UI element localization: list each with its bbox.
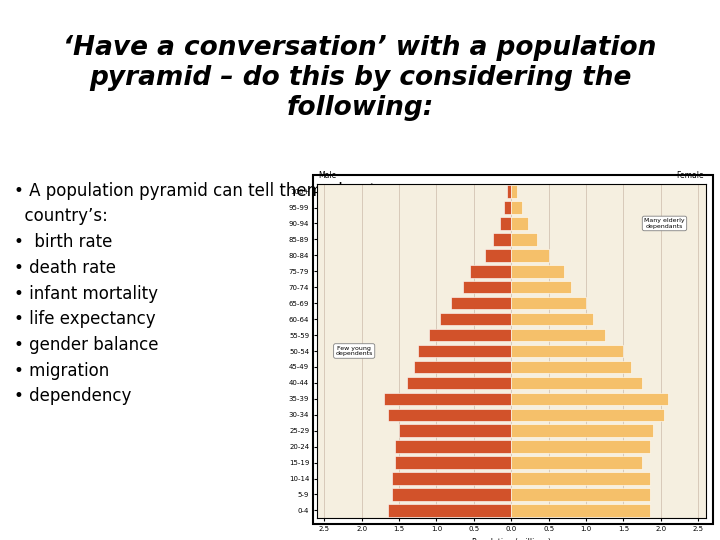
- Bar: [511, 313, 593, 325]
- Bar: [511, 361, 631, 373]
- Bar: [511, 472, 649, 485]
- Text: ‘Have a conversation’ with a population
pyramid – do this by considering the
fol: ‘Have a conversation’ with a population …: [63, 35, 657, 121]
- Bar: [511, 217, 528, 230]
- Bar: [395, 441, 511, 453]
- Bar: [511, 441, 649, 453]
- Bar: [511, 456, 642, 469]
- Bar: [511, 329, 605, 341]
- Bar: [414, 361, 511, 373]
- Bar: [470, 265, 511, 278]
- Bar: [440, 313, 511, 325]
- Bar: [485, 249, 511, 261]
- Bar: [511, 424, 653, 437]
- Bar: [463, 281, 511, 293]
- Bar: [407, 377, 511, 389]
- Bar: [511, 345, 624, 357]
- Bar: [392, 488, 511, 501]
- Bar: [388, 409, 511, 421]
- Bar: [508, 185, 511, 198]
- Bar: [388, 504, 511, 517]
- Bar: [511, 504, 649, 517]
- Bar: [500, 217, 511, 230]
- Bar: [511, 409, 665, 421]
- Text: Female: Female: [676, 171, 703, 180]
- Bar: [511, 297, 586, 309]
- Bar: [384, 393, 511, 405]
- X-axis label: Population (millions): Population (millions): [472, 538, 551, 540]
- Bar: [511, 265, 564, 278]
- Bar: [504, 201, 511, 214]
- Bar: [511, 233, 537, 246]
- Bar: [511, 393, 668, 405]
- Bar: [399, 424, 511, 437]
- Bar: [429, 329, 511, 341]
- Bar: [511, 201, 523, 214]
- Bar: [511, 249, 549, 261]
- Bar: [395, 456, 511, 469]
- Text: Many elderly
dependants: Many elderly dependants: [644, 218, 685, 229]
- Bar: [511, 488, 649, 501]
- Text: • A population pyramid can tell them about a
  country’s:
•  birth rate
• death : • A population pyramid can tell them abo…: [14, 181, 391, 431]
- Bar: [418, 345, 511, 357]
- Bar: [392, 472, 511, 485]
- Bar: [511, 281, 571, 293]
- Text: Few young
dependents: Few young dependents: [336, 346, 373, 356]
- Text: Male: Male: [319, 171, 337, 180]
- Bar: [511, 185, 517, 198]
- Bar: [451, 297, 511, 309]
- Bar: [511, 377, 642, 389]
- Bar: [492, 233, 511, 246]
